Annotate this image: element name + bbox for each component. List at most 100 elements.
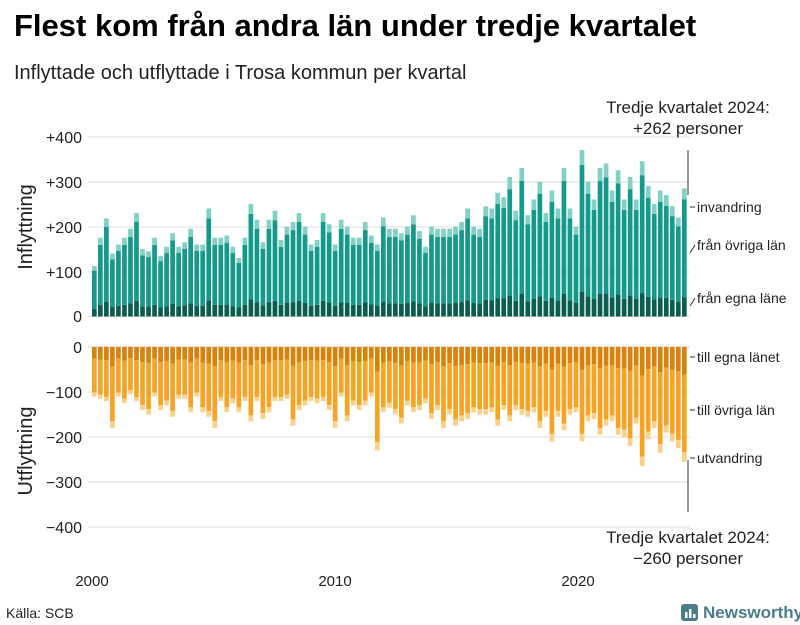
bar-out-utvandring-2004Q1 [188,407,194,413]
bar-out-utvandring-2001Q1 [116,392,121,397]
bar-in-ovriga-2000Q2 [98,244,103,305]
bar-in-egna-2017Q3 [513,300,519,317]
bar-out-utvandring-2015Q3 [465,413,470,419]
bar-in-invandring-2013Q3 [417,231,422,239]
source-note: Källa: SCB [6,605,74,621]
bar-in-invandring-2022Q1 [621,199,627,210]
bar-in-ovriga-2007Q1 [260,249,266,306]
bar-in-egna-2004Q1 [188,303,194,317]
bar-out-ovriga-2018Q1 [525,363,531,411]
bar-out-ovriga-2024Q3 [681,374,687,453]
bar-in-invandring-2018Q3 [537,181,543,194]
bar-in-egna-2021Q1 [597,294,603,317]
bar-in-ovriga-2007Q4 [278,246,284,305]
bar-in-ovriga-2004Q1 [188,236,194,304]
bar-in-invandring-2016Q2 [483,206,489,217]
bar-out-egna-2019Q4 [567,347,573,364]
bar-in-ovriga-2007Q3 [272,220,278,301]
bar-in-invandring-2010Q2 [338,219,344,229]
bar-out-egna-2015Q1 [453,347,458,366]
bar-out-egna-2019Q2 [555,347,561,364]
bar-out-egna-2021Q2 [603,347,609,366]
bar-out-ovriga-2007Q2 [266,362,272,408]
bar-in-ovriga-2017Q3 [513,220,519,301]
bar-in-invandring-2004Q3 [200,244,206,251]
bar-out-utvandring-2008Q3 [296,405,302,410]
bar-in-ovriga-2022Q3 [633,209,639,299]
bar-out-egna-2006Q2 [242,347,248,361]
bar-out-ovriga-2013Q4 [423,360,428,399]
bar-out-egna-2011Q1 [356,347,362,363]
bar-in-invandring-2007Q4 [278,240,284,247]
bar-in-invandring-2005Q1 [212,237,218,245]
bar-out-utvandring-2023Q2 [651,421,657,428]
bar-in-egna-2005Q1 [212,304,218,317]
bar-out-utvandring-2006Q3 [248,415,254,422]
bar-in-ovriga-2003Q4 [182,249,187,306]
bar-out-utvandring-2006Q2 [242,396,248,401]
bar-out-utvandring-2010Q3 [344,415,350,422]
top-ytick-300: +300 [46,175,82,192]
bar-out-egna-2006Q1 [236,347,242,363]
bar-out-egna-2014Q3 [441,347,446,367]
bar-in-invandring-2019Q4 [567,208,573,219]
bar-out-utvandring-2021Q1 [597,428,603,435]
bar-in-invandring-2002Q3 [152,237,157,245]
bar-in-invandring-2001Q4 [134,213,139,222]
bar-in-egna-2005Q2 [218,304,224,317]
bar-out-ovriga-2010Q4 [350,360,356,401]
bar-out-egna-2008Q3 [296,347,302,363]
bar-out-ovriga-2024Q1 [669,369,675,434]
bar-in-ovriga-2013Q4 [423,253,428,307]
bar-in-ovriga-2014Q4 [447,236,452,304]
bar-out-egna-2016Q2 [483,347,489,364]
bar-in-invandring-2012Q2 [386,228,392,237]
bar-out-egna-2008Q4 [302,347,308,361]
bar-in-invandring-2014Q4 [447,228,452,237]
bar-out-ovriga-2008Q3 [296,362,302,406]
bar-out-egna-2014Q4 [447,347,452,364]
bar-out-ovriga-2017Q1 [501,362,507,406]
bar-out-utvandring-2016Q1 [477,409,482,415]
bar-out-egna-2022Q3 [633,347,639,366]
bar-out-ovriga-2019Q2 [555,363,561,411]
bar-in-invandring-2020Q2 [579,150,585,165]
bar-in-ovriga-2001Q3 [128,236,133,304]
bar-in-egna-2015Q1 [453,303,458,317]
bar-out-egna-2010Q4 [350,347,356,361]
bar-in-invandring-2011Q3 [368,235,374,243]
bar-in-invandring-2008Q2 [290,222,296,231]
bar-out-ovriga-2017Q4 [519,363,525,410]
bar-in-invandring-2018Q2 [531,199,537,210]
bar-out-egna-2007Q3 [272,347,278,361]
bar-out-utvandring-2019Q4 [567,409,573,415]
bar-out-ovriga-2012Q2 [386,361,392,403]
bar-out-utvandring-2000Q1 [92,392,97,397]
inflow-bars [92,150,687,317]
bar-out-utvandring-2015Q1 [453,419,458,426]
bar-in-invandring-2006Q4 [254,219,260,229]
bar-in-invandring-2003Q1 [164,246,169,254]
bar-out-egna-2012Q1 [380,347,386,363]
bar-in-ovriga-2006Q4 [254,228,260,303]
bar-out-utvandring-2020Q4 [591,413,597,419]
bar-in-invandring-2021Q4 [615,170,621,184]
bar-out-ovriga-2011Q1 [356,362,362,406]
bar-in-invandring-2002Q1 [140,249,145,256]
bar-in-egna-2002Q3 [152,304,157,317]
bar-in-invandring-2003Q3 [176,246,181,254]
bar-out-egna-2017Q2 [507,347,513,365]
bar-in-ovriga-2002Q2 [146,257,151,307]
bar-in-ovriga-2020Q3 [585,193,591,297]
bar-in-ovriga-2006Q1 [236,262,242,308]
bar-in-ovriga-2006Q2 [242,244,248,305]
bar-out-egna-2005Q1 [212,347,218,367]
bar-out-egna-2021Q4 [615,347,621,369]
bar-out-ovriga-2003Q1 [164,360,169,401]
bar-out-utvandring-2021Q2 [603,419,609,426]
bar-in-ovriga-2010Q1 [332,250,338,306]
bar-in-invandring-2010Q1 [332,244,338,251]
bar-in-invandring-2023Q1 [645,186,651,198]
bar-out-egna-2017Q3 [513,347,519,363]
bar-out-egna-2007Q2 [266,347,272,363]
